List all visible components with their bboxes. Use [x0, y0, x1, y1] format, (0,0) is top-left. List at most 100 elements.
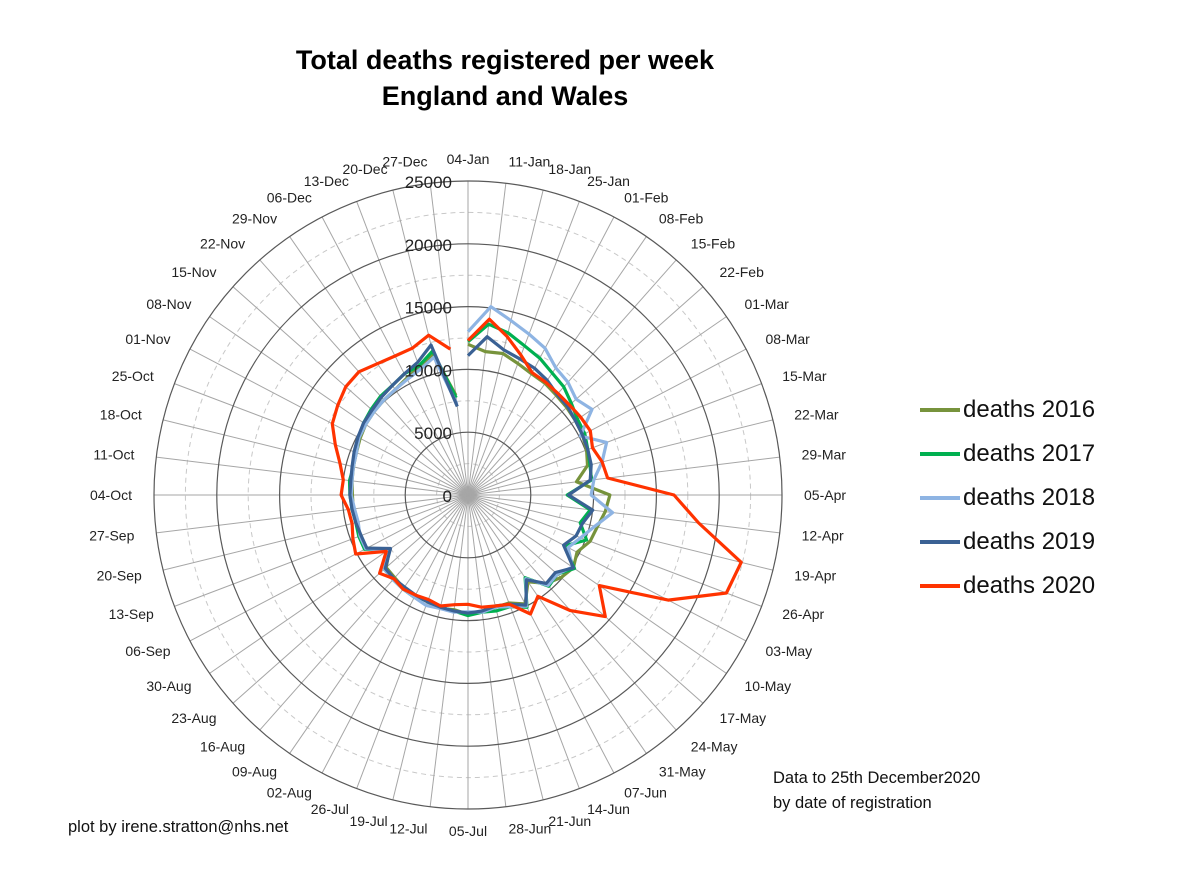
major-gridline [153, 180, 783, 810]
category-label: 29-Mar [802, 447, 847, 463]
category-label: 01-Nov [125, 331, 170, 347]
grid [153, 180, 783, 810]
category-label: 25-Jan [587, 173, 630, 189]
category-label: 12-Jul [389, 821, 427, 837]
category-label: 25-Oct [112, 368, 154, 384]
series-line-deaths-2020 [330, 317, 743, 619]
legend-swatch [920, 496, 960, 500]
category-label: 19-Apr [794, 567, 836, 583]
legend-label: deaths 2020 [963, 572, 1096, 599]
spoke-line [467, 494, 727, 674]
legend-item: deaths 2018 [920, 476, 1095, 520]
category-label: 23-Aug [171, 710, 216, 726]
category-label: 21-Jun [548, 813, 591, 829]
spoke-line [467, 494, 580, 789]
spoke-line [467, 236, 647, 496]
legend-swatch [920, 540, 960, 544]
data-note: Data to 25th December2020 by date of reg… [773, 766, 980, 816]
spoke-line [429, 183, 469, 496]
spoke-line [232, 494, 469, 704]
major-gridline [216, 243, 720, 747]
chart-title-line1: Total deaths registered per week [295, 45, 715, 75]
credit-text: plot by irene.stratton@nhs.net [68, 818, 289, 836]
spoke-line [467, 494, 780, 534]
chart-subtitle: England and Wales [381, 81, 629, 111]
category-label: 06-Dec [267, 190, 312, 206]
category-label: 04-Jan [447, 151, 490, 167]
category-label: 15-Mar [782, 368, 827, 384]
radial-tick-label: 15000 [405, 299, 452, 318]
category-label: 28-Jun [509, 821, 552, 837]
series-line-deaths-2019 [348, 335, 595, 615]
spoke-line [156, 456, 469, 496]
category-label: 12-Apr [802, 528, 844, 544]
spoke-line [467, 259, 677, 496]
category-label: 06-Sep [125, 643, 170, 659]
category-label: 31-May [659, 764, 706, 780]
radial-tick-label: 5000 [414, 424, 452, 443]
spoke-line [259, 494, 469, 731]
spoke-line [467, 494, 615, 774]
category-label: 11-Jan [509, 153, 551, 169]
spoke-line [259, 259, 469, 496]
category-label: 15-Nov [171, 264, 216, 280]
category-label: 20-Dec [342, 161, 387, 177]
legend-swatch [920, 584, 960, 588]
legend: deaths 2016 deaths 2017 deaths 2018 deat… [920, 388, 1095, 608]
category-label: 18-Oct [100, 407, 142, 423]
spoke-line [189, 494, 469, 642]
category-label: 20-Sep [97, 567, 142, 583]
spoke-line [232, 286, 469, 496]
spoke-line [156, 494, 469, 534]
category-label: 04-Oct [90, 487, 132, 503]
legend-label: deaths 2018 [963, 484, 1096, 511]
major-gridline [404, 431, 532, 559]
spoke-line [467, 494, 544, 800]
legend-label: deaths 2016 [963, 396, 1096, 423]
spoke-line [467, 383, 762, 496]
series-lines [330, 305, 743, 619]
category-label: 05-Jul [449, 823, 487, 839]
radial-tick-label: 25000 [405, 173, 452, 192]
spoke-line [467, 190, 544, 496]
category-label: 07-Jun [624, 785, 667, 801]
major-gridline [279, 306, 657, 684]
radial-tick-label: 10000 [405, 361, 452, 380]
radial-tick-labels: 0 5000 10000 15000 20000 25000 [405, 173, 452, 506]
legend-label: deaths 2017 [963, 440, 1096, 467]
spoke-line [356, 494, 469, 789]
spoke-line [467, 494, 762, 607]
category-label: 15-Feb [691, 236, 736, 252]
spoke-line [467, 419, 773, 496]
category-label: 30-Aug [146, 678, 191, 694]
category-label: 24-May [691, 739, 738, 755]
legend-label: deaths 2019 [963, 528, 1096, 555]
radial-tick-label: 0 [443, 487, 452, 506]
category-label: 13-Dec [304, 173, 349, 189]
category-label: 03-May [766, 643, 813, 659]
category-label: 10-May [745, 678, 792, 694]
category-label: 22-Nov [200, 236, 245, 252]
category-label: 08-Nov [146, 296, 191, 312]
spoke-line [321, 494, 469, 774]
spoke-line [467, 494, 773, 571]
spoke-line [467, 216, 615, 496]
spoke-line [163, 494, 469, 571]
spoke-line [467, 494, 647, 754]
legend-item: deaths 2016 [920, 388, 1095, 432]
legend-item: deaths 2017 [920, 432, 1095, 476]
spoke-line [429, 494, 469, 807]
category-label: 05-Apr [804, 487, 846, 503]
legend-item: deaths 2019 [920, 520, 1095, 564]
spoke-line [467, 201, 580, 496]
category-label: 19-Jul [349, 813, 387, 829]
spoke-line [467, 494, 704, 704]
category-label: 11-Oct [93, 447, 134, 463]
spoke-line [174, 383, 469, 496]
category-label: 22-Feb [720, 264, 765, 280]
category-label: 16-Aug [200, 739, 245, 755]
spoke-line [209, 494, 469, 674]
chart-title: Total deaths registered per week England… [200, 42, 810, 114]
category-label: 27-Dec [382, 153, 427, 169]
